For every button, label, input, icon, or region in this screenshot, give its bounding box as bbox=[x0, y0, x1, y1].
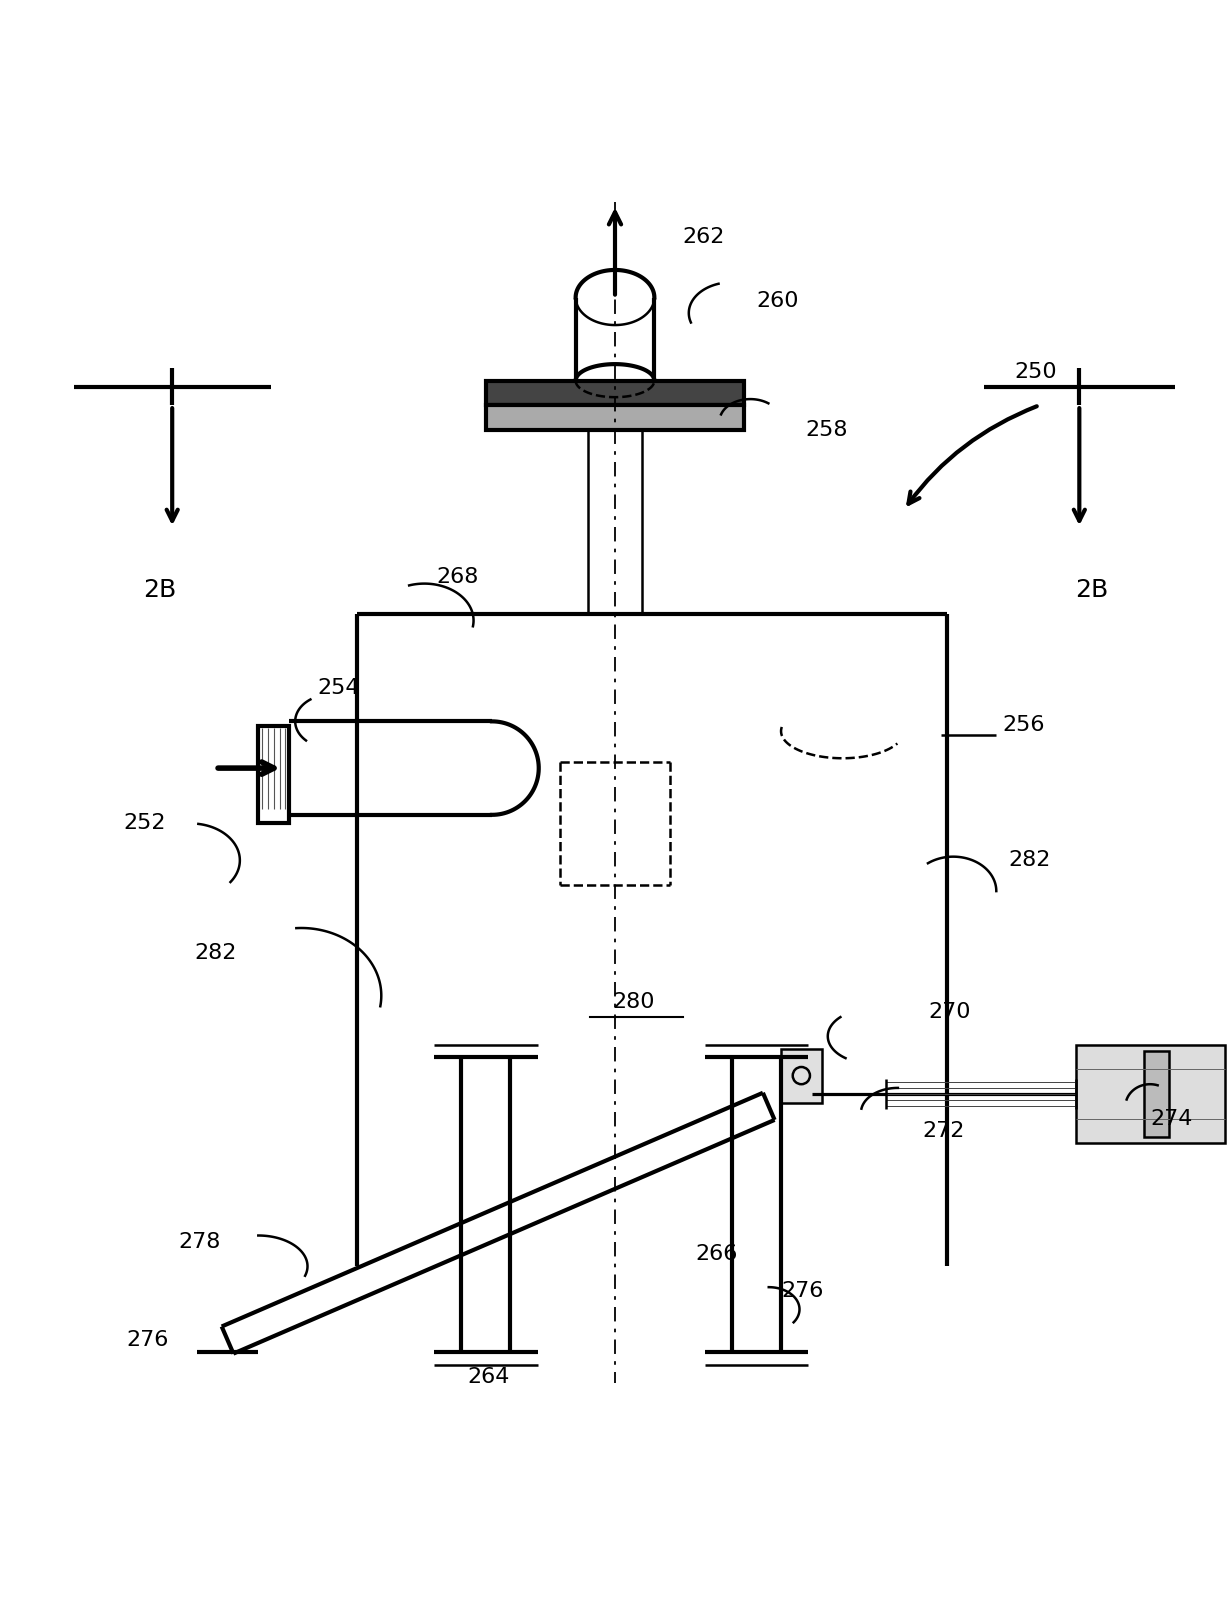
Text: 282: 282 bbox=[194, 942, 236, 963]
Text: 2B: 2B bbox=[1075, 578, 1108, 602]
Text: 254: 254 bbox=[317, 678, 359, 699]
Text: 256: 256 bbox=[1002, 715, 1046, 736]
Text: 258: 258 bbox=[806, 420, 849, 440]
Text: 268: 268 bbox=[437, 567, 478, 588]
Text: 2B: 2B bbox=[143, 578, 177, 602]
Text: 260: 260 bbox=[756, 291, 800, 311]
Bar bbox=[1144, 1051, 1168, 1137]
Text: 282: 282 bbox=[1009, 850, 1050, 871]
Bar bbox=[486, 406, 744, 430]
Text: 272: 272 bbox=[922, 1121, 964, 1141]
Bar bbox=[258, 726, 289, 823]
Text: 250: 250 bbox=[1015, 362, 1058, 382]
Text: 276: 276 bbox=[781, 1282, 823, 1301]
Text: 276: 276 bbox=[127, 1330, 169, 1351]
Text: 270: 270 bbox=[929, 1001, 972, 1022]
Text: 280: 280 bbox=[613, 992, 654, 1011]
Text: 266: 266 bbox=[695, 1245, 737, 1264]
Text: 278: 278 bbox=[178, 1232, 220, 1251]
Text: 262: 262 bbox=[683, 227, 724, 246]
Text: 264: 264 bbox=[467, 1367, 509, 1386]
Bar bbox=[781, 1048, 822, 1103]
Text: 252: 252 bbox=[123, 813, 166, 834]
Bar bbox=[1076, 1045, 1225, 1143]
Bar bbox=[486, 380, 744, 406]
Text: 274: 274 bbox=[1150, 1109, 1192, 1129]
